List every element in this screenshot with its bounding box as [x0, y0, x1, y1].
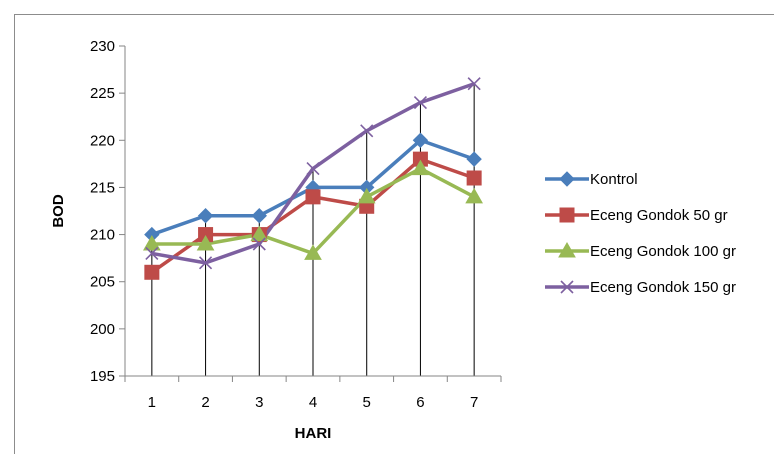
y-tick-label: 210 — [90, 227, 115, 244]
legend: Kontrol Eceng Gondok 50 gr Eceng Gondok 10… — [545, 171, 736, 296]
y-tick-label: 215 — [90, 179, 115, 196]
tick-labels: 195 200 205 210 215 220 225 230 1 2 3 4 5 6 7 — [90, 38, 478, 411]
legend-label: Kontrol — [590, 171, 638, 188]
data-point-kontrol — [251, 208, 267, 224]
legend-item-eceng-gondok-150-gr: Eceng Gondok 150 gr — [545, 279, 736, 296]
legend-marker — [559, 207, 575, 223]
data-point-eceng-gondok-150-gr — [252, 237, 266, 251]
x-tick-label: 7 — [470, 394, 478, 411]
y-tick-label: 225 — [90, 85, 115, 102]
data-point-kontrol — [412, 132, 429, 148]
data-point-eceng-gondok-150-gr — [467, 77, 481, 91]
data-point-eceng-gondok-150-gr — [145, 246, 159, 260]
data-point-eceng-gondok-100-gr — [411, 159, 430, 176]
y-tick-label: 200 — [90, 321, 115, 338]
data-point-eceng-gondok-100-gr — [142, 234, 161, 251]
y-axis-title: BOD — [50, 194, 67, 228]
data-point-eceng-gondok-50-gr — [144, 264, 160, 280]
data-point-eceng-gondok-50-gr — [466, 170, 482, 186]
x-tick-label: 1 — [148, 394, 156, 411]
data-point-eceng-gondok-100-gr — [304, 244, 322, 260]
data-point-eceng-gondok-150-gr — [360, 124, 374, 138]
y-tick-label: 195 — [90, 368, 115, 385]
data-point-eceng-gondok-50-gr — [305, 189, 321, 205]
x-marker-stroke — [360, 124, 374, 138]
x-marker-stroke — [306, 162, 320, 176]
x-tick-label: 6 — [416, 394, 424, 411]
drop-lines — [151, 83, 475, 376]
series-markers — [142, 77, 484, 280]
legend-marker — [558, 241, 576, 258]
data-point-eceng-gondok-100-gr — [250, 225, 269, 242]
data-point-eceng-gondok-100-gr — [465, 187, 484, 204]
x-marker-stroke — [560, 280, 574, 294]
legend-marker — [560, 280, 574, 294]
legend-marker — [559, 171, 575, 187]
x-axis-title: HARI — [295, 425, 332, 442]
axes — [119, 45, 502, 382]
x-tick-label: 5 — [363, 394, 371, 411]
y-tick-label: 230 — [90, 38, 115, 55]
legend-item-eceng-gondok-50-gr: Eceng Gondok 50 gr — [545, 207, 728, 224]
y-tick-label: 220 — [90, 132, 115, 149]
data-point-eceng-gondok-150-gr — [306, 162, 320, 176]
chart-frame — [14, 14, 774, 454]
data-point-kontrol — [197, 208, 214, 224]
x-marker-stroke — [145, 246, 159, 260]
x-tick-label: 2 — [201, 394, 209, 411]
legend-item-eceng-gondok-100-gr: Eceng Gondok 100 gr — [545, 241, 736, 260]
x-marker-stroke — [252, 237, 266, 251]
x-tick-label: 4 — [309, 394, 317, 411]
data-point-kontrol — [466, 151, 482, 167]
y-tick-label: 205 — [90, 274, 115, 291]
x-marker-stroke — [413, 96, 427, 110]
legend-label: Eceng Gondok 50 gr — [590, 207, 728, 224]
x-tick-label: 3 — [255, 394, 263, 411]
data-point-eceng-gondok-100-gr — [357, 187, 376, 204]
legend-item-kontrol: Kontrol — [545, 171, 638, 188]
x-marker-stroke — [467, 77, 481, 91]
data-point-eceng-gondok-150-gr — [413, 96, 427, 110]
legend-label: Eceng Gondok 150 gr — [590, 279, 736, 296]
data-point-eceng-gondok-100-gr — [196, 234, 215, 251]
data-point-eceng-gondok-150-gr — [199, 256, 213, 270]
legend-label: Eceng Gondok 100 gr — [590, 243, 736, 260]
x-marker-stroke — [199, 256, 213, 270]
